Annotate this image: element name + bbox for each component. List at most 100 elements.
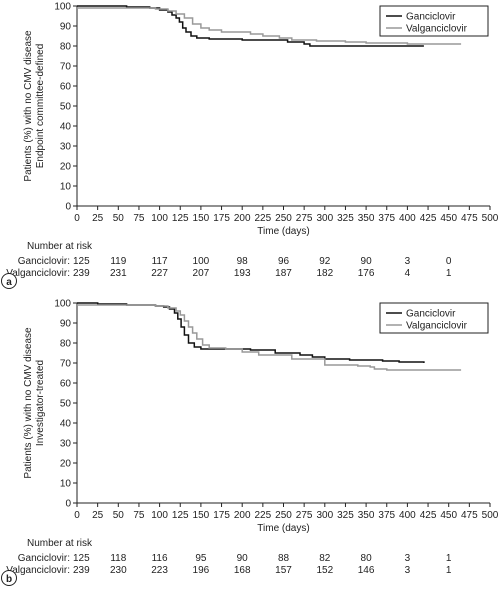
panel-label-text: b xyxy=(6,574,12,585)
y-tick-label: 50 xyxy=(60,102,72,113)
x-tick-label: 75 xyxy=(133,510,145,521)
y-axis-label-sub: Endpoint committee-defined xyxy=(35,44,46,169)
panel-label-circle xyxy=(1,273,17,289)
y-tick-label: 90 xyxy=(60,22,72,33)
legend-box xyxy=(379,302,489,334)
risk-value: 168 xyxy=(234,565,251,576)
risk-value: 90 xyxy=(237,553,249,564)
x-tick-label: 100 xyxy=(151,510,168,521)
x-axis-label: Time (days) xyxy=(257,523,309,534)
y-tick-label: 0 xyxy=(65,202,71,213)
x-tick-label: 500 xyxy=(482,510,499,521)
panel-b: 0 10 20 30 40 50 60 70 80 90 100 0 25 50 75 100 125 150 17… xyxy=(0,297,500,587)
risk-value: 176 xyxy=(358,268,375,279)
x-tick-label: 75 xyxy=(133,213,145,224)
x-tick-label: 225 xyxy=(255,510,272,521)
x-tick-label: 475 xyxy=(461,213,478,224)
risk-value: 187 xyxy=(275,268,292,279)
legend-label: Ganciclovir xyxy=(406,12,456,23)
x-tick-label: 0 xyxy=(74,213,80,224)
y-tick-label: 30 xyxy=(60,142,72,153)
risk-row-label: Ganciclovir: xyxy=(18,553,70,564)
risk-value: 207 xyxy=(193,268,210,279)
risk-value: 119 xyxy=(110,256,126,267)
km-chart-b: 0 10 20 30 40 50 60 70 80 90 100 0 25 50 75 100 125 150 17… xyxy=(1,299,499,586)
x-tick-label: 300 xyxy=(316,510,333,521)
y-axis-label-sub: Investigator-treated xyxy=(35,360,46,446)
x-tick-label: 275 xyxy=(296,213,313,224)
y-tick-label: 50 xyxy=(60,399,72,410)
risk-row-label: Valganciclovir: xyxy=(6,268,70,279)
risk-value: 3 xyxy=(405,565,411,576)
risk-value: 95 xyxy=(195,553,207,564)
x-tick-label: 425 xyxy=(420,510,437,521)
y-tick-label: 20 xyxy=(60,162,72,173)
x-tick-label: 200 xyxy=(234,213,251,224)
legend-box xyxy=(379,5,489,37)
x-tick-label: 400 xyxy=(399,510,416,521)
risk-table-title: Number at risk xyxy=(27,538,93,549)
x-tick-label: 350 xyxy=(358,213,375,224)
y-tick-label: 60 xyxy=(60,82,72,93)
x-tick-label: 325 xyxy=(337,213,354,224)
x-tick-label: 25 xyxy=(92,213,104,224)
y-tick-label: 20 xyxy=(60,459,72,470)
risk-value: 0 xyxy=(446,256,452,267)
risk-table-title: Number at risk xyxy=(27,241,93,252)
x-tick-label: 125 xyxy=(172,213,189,224)
x-tick-label: 125 xyxy=(172,510,189,521)
panel-a: 0 10 20 30 40 50 60 70 80 90 100 0 25 50 75 100 125 150 17… xyxy=(0,0,500,290)
risk-value: 182 xyxy=(316,268,333,279)
y-tick-label: 100 xyxy=(54,299,71,310)
risk-value: 125 xyxy=(73,256,90,267)
y-tick-label: 90 xyxy=(60,319,72,330)
risk-value: 227 xyxy=(151,268,168,279)
y-tick-label: 70 xyxy=(60,359,72,370)
y-tick-label: 100 xyxy=(54,2,71,13)
risk-value: 3 xyxy=(405,256,411,267)
x-tick-label: 175 xyxy=(213,213,230,224)
panel-label: a xyxy=(1,273,17,289)
risk-value: 80 xyxy=(361,553,373,564)
panel-label: b xyxy=(1,570,17,586)
panel-label-text: a xyxy=(6,277,12,288)
risk-value: 231 xyxy=(110,268,127,279)
x-tick-label: 250 xyxy=(275,213,292,224)
x-tick-label: 150 xyxy=(193,510,210,521)
risk-value: 92 xyxy=(319,256,331,267)
risk-value: 116 xyxy=(152,553,168,564)
series-line-valganciclovir xyxy=(77,304,462,371)
series-line-ganciclovir xyxy=(77,5,424,47)
risk-value: 239 xyxy=(73,268,90,279)
x-tick-label: 100 xyxy=(151,213,168,224)
x-tick-label: 50 xyxy=(113,510,125,521)
risk-value: 146 xyxy=(358,565,375,576)
panel-label-circle xyxy=(1,570,17,586)
risk-value: 82 xyxy=(319,553,331,564)
risk-value: 125 xyxy=(73,553,90,564)
y-axis-label: Patients (%) with no CMV disease xyxy=(23,30,34,182)
x-tick-label: 225 xyxy=(255,213,272,224)
x-tick-label: 50 xyxy=(113,213,125,224)
risk-value: 157 xyxy=(275,565,292,576)
x-tick-label: 500 xyxy=(482,213,499,224)
risk-value: 118 xyxy=(110,553,126,564)
y-tick-label: 40 xyxy=(60,122,72,133)
risk-value: 1 xyxy=(446,565,452,576)
y-tick-label: 10 xyxy=(60,182,72,193)
risk-value: 230 xyxy=(110,565,127,576)
x-tick-label: 250 xyxy=(275,510,292,521)
risk-value: 1 xyxy=(446,553,452,564)
x-axis-label: Time (days) xyxy=(257,226,309,237)
x-tick-label: 375 xyxy=(378,510,395,521)
y-tick-label: 80 xyxy=(60,339,72,350)
y-tick-label: 10 xyxy=(60,479,72,490)
x-tick-label: 175 xyxy=(213,510,230,521)
x-tick-label: 400 xyxy=(399,213,416,224)
risk-value: 3 xyxy=(405,553,411,564)
x-tick-label: 450 xyxy=(440,510,457,521)
risk-value: 193 xyxy=(234,268,251,279)
x-tick-label: 25 xyxy=(92,510,104,521)
